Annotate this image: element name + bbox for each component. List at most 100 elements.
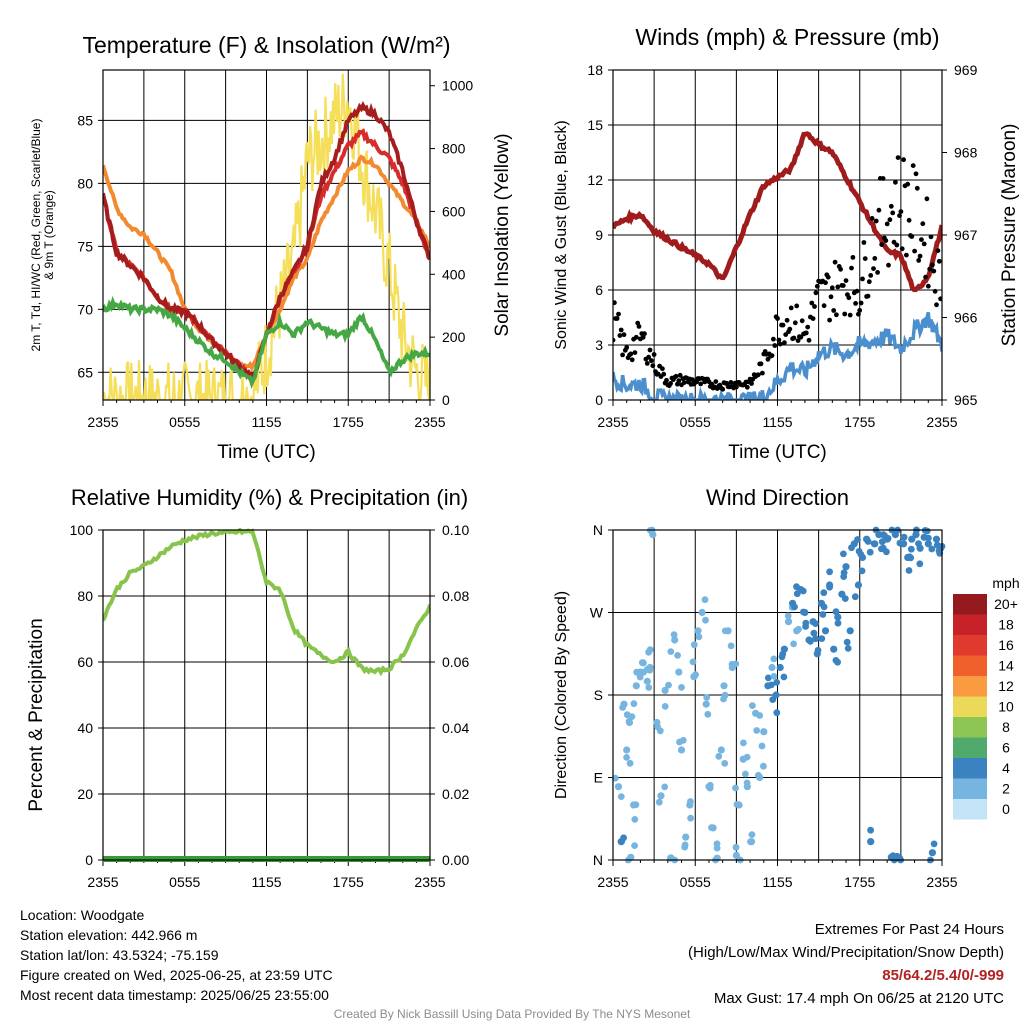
- gust-point: [866, 279, 872, 285]
- hum-rtick-label: 0.04: [442, 720, 469, 736]
- direction-point: [924, 540, 932, 548]
- legend-swatch: [953, 737, 987, 758]
- winds-xtick-label: 2355: [597, 414, 628, 430]
- direction-point: [841, 595, 849, 602]
- direction-point: [870, 540, 878, 548]
- direction-point: [784, 612, 792, 620]
- direction-point: [671, 636, 679, 644]
- hum-ytick-label: 100: [70, 522, 94, 538]
- gust-point: [649, 358, 654, 364]
- legend-label: 4: [1002, 760, 1010, 776]
- temp-rtick-label: 600: [442, 203, 466, 219]
- legend-swatch: [953, 696, 987, 717]
- direction-point: [799, 608, 807, 616]
- direction-point: [826, 583, 833, 591]
- gust-point: [876, 207, 882, 213]
- winds-xtick-label: 2355: [926, 414, 957, 430]
- direction-point: [687, 814, 694, 822]
- legend-swatch: [953, 778, 987, 799]
- direction-point: [698, 608, 706, 617]
- gust-point: [765, 356, 771, 362]
- direction-point: [854, 581, 863, 589]
- temp-ylabel-line2: & 9m T (Orange): [42, 190, 56, 280]
- direction-point: [645, 684, 653, 691]
- gust-point: [650, 363, 656, 369]
- dir-ytick-label: W: [590, 605, 604, 621]
- dir-ytick-label: N: [593, 522, 603, 538]
- direction-point: [748, 831, 756, 838]
- gust-point: [868, 273, 874, 278]
- gust-point: [755, 372, 761, 378]
- direction-point: [715, 753, 723, 760]
- direction-point: [826, 568, 833, 576]
- direction-point: [834, 613, 842, 621]
- gust-point: [664, 377, 669, 383]
- gust-point: [624, 345, 630, 350]
- direction-point: [646, 663, 654, 672]
- direction-point: [706, 781, 714, 789]
- gust-point: [620, 352, 625, 358]
- direction-point: [682, 833, 690, 841]
- direction-point: [743, 753, 751, 761]
- gust-point: [613, 300, 617, 306]
- gust-point: [780, 322, 786, 328]
- max-gust: Max Gust: 17.4 mph On 06/25 at 2120 UTC: [713, 990, 1004, 1007]
- direction-point: [896, 539, 904, 547]
- direction-point: [623, 754, 630, 761]
- direction-point: [728, 660, 736, 668]
- gust-point: [854, 288, 860, 294]
- direction-point: [799, 587, 807, 595]
- temp-ytick-label: 80: [77, 175, 93, 191]
- legend-label: 20+: [994, 596, 1018, 612]
- gust-point: [647, 347, 653, 353]
- direction-point: [732, 843, 740, 851]
- temp-rtick-label: 0: [442, 392, 450, 408]
- rh-line: [103, 528, 430, 677]
- credit-line: Created By Nick Bassill Using Data Provi…: [333, 1007, 691, 1021]
- gust-point: [904, 252, 909, 258]
- direction-point: [614, 783, 623, 791]
- direction-point: [760, 762, 767, 770]
- gust-point: [935, 248, 941, 254]
- direction-point: [727, 642, 735, 650]
- legend-swatch: [953, 676, 987, 697]
- gust-point: [898, 209, 904, 215]
- direction-point: [704, 710, 712, 718]
- direction-point: [743, 779, 751, 787]
- gust-point: [910, 163, 916, 169]
- gust-point: [651, 352, 657, 357]
- gust-point: [897, 213, 902, 219]
- direction-point: [632, 801, 640, 809]
- dir-ytick-label: E: [594, 770, 603, 786]
- direction-point: [925, 534, 932, 542]
- gust-point: [812, 304, 817, 309]
- direction-point: [692, 671, 699, 679]
- direction-point: [620, 834, 627, 842]
- direction-point: [842, 563, 850, 571]
- gust-point: [895, 155, 901, 161]
- direction-point: [675, 668, 683, 676]
- direction-point: [932, 535, 941, 543]
- direction-point: [851, 593, 859, 601]
- gust-point: [869, 216, 875, 221]
- gust-point: [872, 256, 878, 261]
- gust-point: [853, 301, 858, 306]
- direction-point: [791, 603, 798, 611]
- gust-point: [914, 185, 920, 191]
- hum-border: [102, 529, 431, 861]
- direction-point: [661, 703, 669, 710]
- extremes-block: Extremes For Past 24 Hours (High/Low/Max…: [688, 918, 1004, 1010]
- legend-label: 10: [998, 699, 1014, 715]
- direction-point: [760, 728, 768, 736]
- gust-point: [633, 334, 639, 340]
- temp-xtick-label: 2355: [414, 414, 445, 430]
- gust-point: [823, 280, 828, 286]
- gust-point: [749, 381, 754, 386]
- gust-point: [883, 238, 889, 244]
- dir-ylabel-left: Direction (Colored By Speed): [553, 591, 570, 799]
- gust-point: [803, 330, 809, 336]
- hum-rtick-label: 0.10: [442, 522, 469, 538]
- gust-point: [821, 303, 827, 309]
- hum-ytick-label: 20: [77, 786, 93, 802]
